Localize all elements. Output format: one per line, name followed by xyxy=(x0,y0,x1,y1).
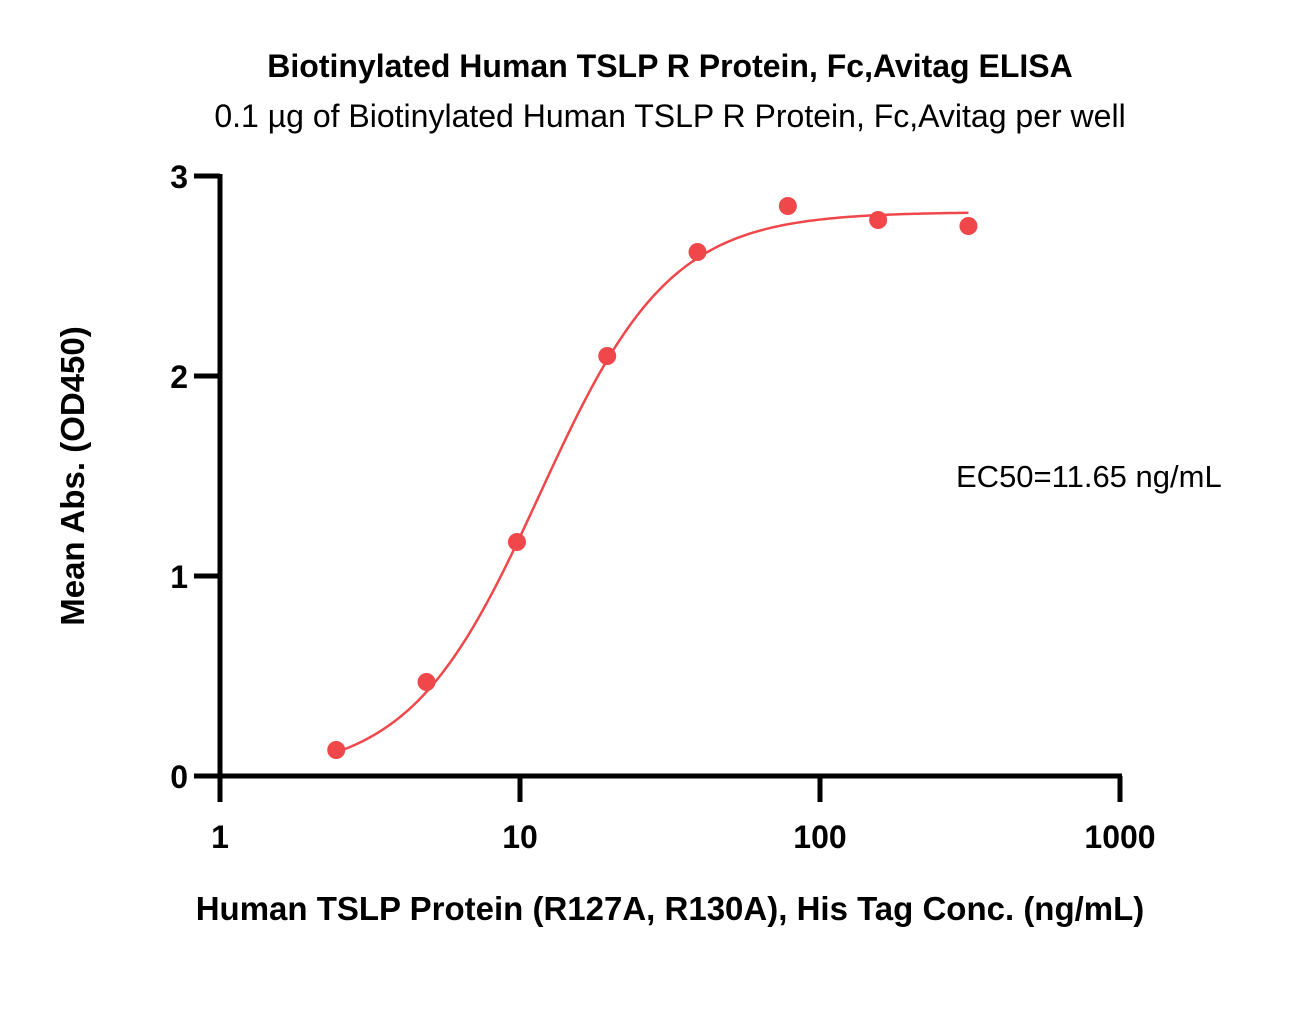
data-point xyxy=(688,243,707,261)
chart-subtitle: 0.1 µg of Biotinylated Human TSLP R Prot… xyxy=(214,98,1126,134)
fit-curve xyxy=(335,211,969,754)
x-axis-label: Human TSLP Protein (R127A, R130A), His T… xyxy=(195,890,1145,927)
y-tick-label: 1 xyxy=(170,559,188,595)
x-tick-label: 1 xyxy=(211,819,229,855)
y-tick-label: 2 xyxy=(170,359,188,395)
chart-title: Biotinylated Human TSLP R Protein, Fc,Av… xyxy=(267,48,1073,84)
y-tick-label: 0 xyxy=(170,759,188,795)
data-point xyxy=(598,347,617,365)
data-point xyxy=(327,741,346,759)
y-tick-label: 3 xyxy=(170,159,188,195)
ec50-annotation: EC50=11.65 ng/mL xyxy=(956,459,1222,494)
data-point xyxy=(869,211,888,229)
x-tick-label: 100 xyxy=(793,819,846,855)
data-point xyxy=(417,673,436,691)
x-tick-label: 10 xyxy=(502,819,538,855)
x-tick-label: 1000 xyxy=(1084,819,1155,855)
data-point xyxy=(507,533,526,551)
data-point xyxy=(959,217,978,235)
data-point xyxy=(778,197,797,215)
